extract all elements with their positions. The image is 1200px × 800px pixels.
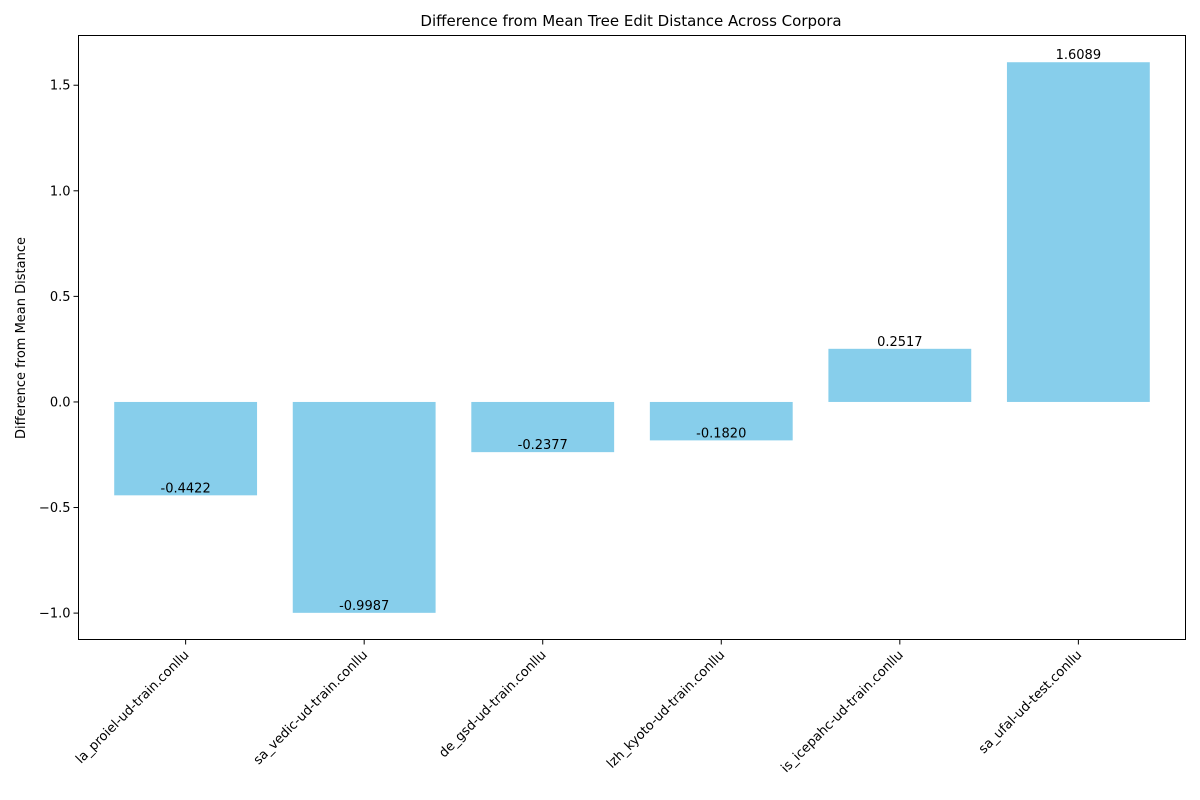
x-axis: la_proiel-ud-train.conllu sa_vedic-ud-tra… (73, 639, 1085, 776)
bar-value-label: -0.4422 (161, 481, 211, 496)
y-axis: −1.0 −0.5 0.0 0.5 1.0 1.5 (39, 79, 79, 622)
x-tick-label: sa_ufal-ud-test.conllu (976, 648, 1085, 757)
bar (292, 401, 436, 613)
x-tick-label: sa_vedic-ud-train.conllu (251, 648, 371, 768)
y-tick-label: 1.5 (50, 79, 71, 94)
chart-title: Difference from Mean Tree Edit Distance … (420, 12, 841, 30)
y-tick-label: 1.0 (50, 184, 71, 199)
y-tick-label: 0.5 (50, 290, 71, 305)
y-tick-label: 0.0 (50, 395, 71, 410)
bar (828, 348, 972, 402)
data-labels-group: -0.4422 -0.9987 -0.2377 -0.1820 0.2517 1.6089 (161, 48, 1102, 614)
bar-value-label: -0.1820 (696, 426, 746, 441)
x-tick-label: de_gsd-ud-train.conllu (436, 648, 549, 761)
bar-value-label: 0.2517 (877, 335, 923, 350)
plot-frame (78, 35, 1186, 640)
x-tick-label: is_icepahc-ud-train.conllu (778, 648, 906, 776)
bar (471, 401, 615, 453)
x-tick-label: la_proiel-ud-train.conllu (73, 648, 192, 767)
bar (1006, 62, 1150, 402)
y-tick-label: −0.5 (39, 501, 71, 516)
bar-value-label: 1.6089 (1056, 48, 1102, 63)
y-tick-label: −1.0 (39, 607, 71, 622)
x-tick-label: lzh_kyoto-ud-train.conllu (604, 648, 728, 772)
bar-value-label: -0.2377 (518, 438, 568, 453)
bar-value-label: -0.9987 (339, 599, 389, 614)
bar (649, 401, 793, 441)
y-axis-label: Difference from Mean Distance (14, 237, 29, 439)
bar (114, 401, 258, 496)
bars-group (114, 62, 1150, 613)
